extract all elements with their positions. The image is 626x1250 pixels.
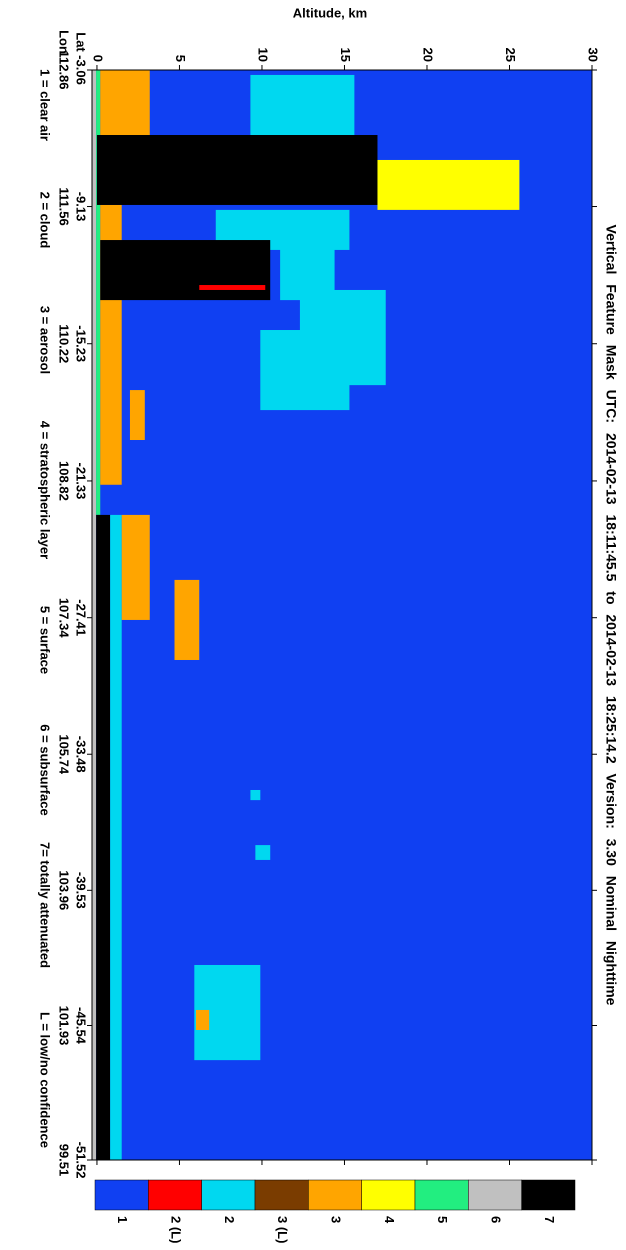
- colorbar-label: 2 (L): [169, 1216, 184, 1243]
- colorbar-swatch: [415, 1180, 468, 1210]
- feature-region: [92, 70, 96, 1160]
- lon-tick-label: 101.93: [57, 1006, 72, 1046]
- feature-region: [97, 135, 378, 205]
- rotated-chart: Vertical Feature Mask UTC: 2014-02-13 18…: [38, 5, 620, 1243]
- colorbar-swatch: [468, 1180, 521, 1210]
- feature-region: [255, 845, 270, 860]
- lon-tick-label: 107.34: [57, 598, 72, 639]
- y-tick-label: 25: [503, 48, 518, 62]
- x-tick-label: -39.53: [74, 872, 89, 909]
- legend-text: L = low/no confidence: [38, 1012, 53, 1148]
- colorbar-swatch: [202, 1180, 255, 1210]
- colorbar-swatch: [308, 1180, 361, 1210]
- lon-tick-label: 108.82: [57, 461, 72, 501]
- feature-region: [199, 285, 265, 290]
- feature-region: [250, 790, 260, 800]
- plot-area: [92, 70, 592, 1160]
- colorbar-label: 4: [382, 1216, 397, 1224]
- colorbar-swatch: [255, 1180, 308, 1210]
- feature-region: [122, 515, 150, 620]
- legend-text: 4 = stratospheric layer: [38, 421, 53, 559]
- y-tick-label: 20: [421, 48, 436, 62]
- feature-region: [280, 230, 334, 300]
- y-axis-label: Altitude, km: [293, 5, 367, 20]
- feature-region: [96, 515, 110, 1160]
- colorbar-label: 5: [435, 1216, 450, 1223]
- x-tick-label: -33.48: [74, 736, 89, 773]
- colorbar-swatch: [95, 1180, 148, 1210]
- colorbar-label: 3: [329, 1216, 344, 1223]
- legend-text: 5 = surface: [38, 606, 53, 674]
- legend-text: 6 = subsurface: [38, 724, 53, 815]
- chart-title: Vertical Feature Mask UTC: 2014-02-13 18…: [603, 225, 619, 1006]
- feature-region: [260, 330, 349, 410]
- feature-region: [250, 75, 354, 135]
- lon-tick-label: 111.56: [57, 187, 72, 225]
- x-tick-label: -21.33: [74, 463, 89, 500]
- lon-tick-label: 110.22: [57, 324, 72, 363]
- y-tick-label: 15: [338, 48, 353, 62]
- x-tick-label: -9.13: [74, 192, 89, 222]
- x-tick-label: -3.06: [74, 55, 89, 85]
- page: Vertical Feature Mask UTC: 2014-02-13 18…: [0, 0, 626, 1250]
- feature-region: [196, 1010, 209, 1030]
- feature-region: [175, 580, 200, 660]
- lon-tick-label: 103.96: [57, 870, 72, 910]
- legend-text: 1 = clear air: [38, 69, 53, 141]
- feature-region: [100, 70, 150, 135]
- y-tick-label: 30: [586, 48, 601, 62]
- x-tick-label: -45.54: [74, 1007, 89, 1045]
- x-tick-label: -15.23: [74, 325, 89, 362]
- colorbar-label: 3 (L): [275, 1216, 290, 1243]
- y-tick-label: 0: [91, 55, 106, 62]
- lon-tick-label: 112.86: [57, 50, 72, 89]
- colorbar-swatch: [522, 1180, 575, 1210]
- x-tick-label: -27.41: [74, 599, 89, 636]
- colorbar-label: 7: [542, 1216, 557, 1223]
- colorbar-label: 1: [115, 1216, 130, 1223]
- y-tick-label: 10: [256, 48, 271, 62]
- lon-tick-label: 99.51: [57, 1144, 72, 1177]
- feature-region: [110, 515, 122, 1160]
- legend-text: 2 = cloud: [38, 192, 53, 249]
- legend-text: 3 = aerosol: [38, 306, 53, 374]
- colorbar-label: 6: [489, 1216, 504, 1223]
- feature-region: [130, 390, 145, 440]
- x-tick-label: -51.52: [74, 1142, 89, 1179]
- y-tick-label: 5: [173, 55, 188, 62]
- colorbar-swatch: [362, 1180, 415, 1210]
- feature-region: [100, 240, 270, 300]
- colorbar-label: 2: [222, 1216, 237, 1223]
- lon-tick-label: 105.74: [57, 734, 72, 775]
- colorbar-swatch: [148, 1180, 201, 1210]
- legend-text: 7= totally attenuated: [38, 842, 53, 968]
- chart: Vertical Feature Mask UTC: 2014-02-13 18…: [0, 0, 626, 1250]
- feature-region: [377, 160, 519, 210]
- x-axis-label: Lat: [74, 32, 89, 52]
